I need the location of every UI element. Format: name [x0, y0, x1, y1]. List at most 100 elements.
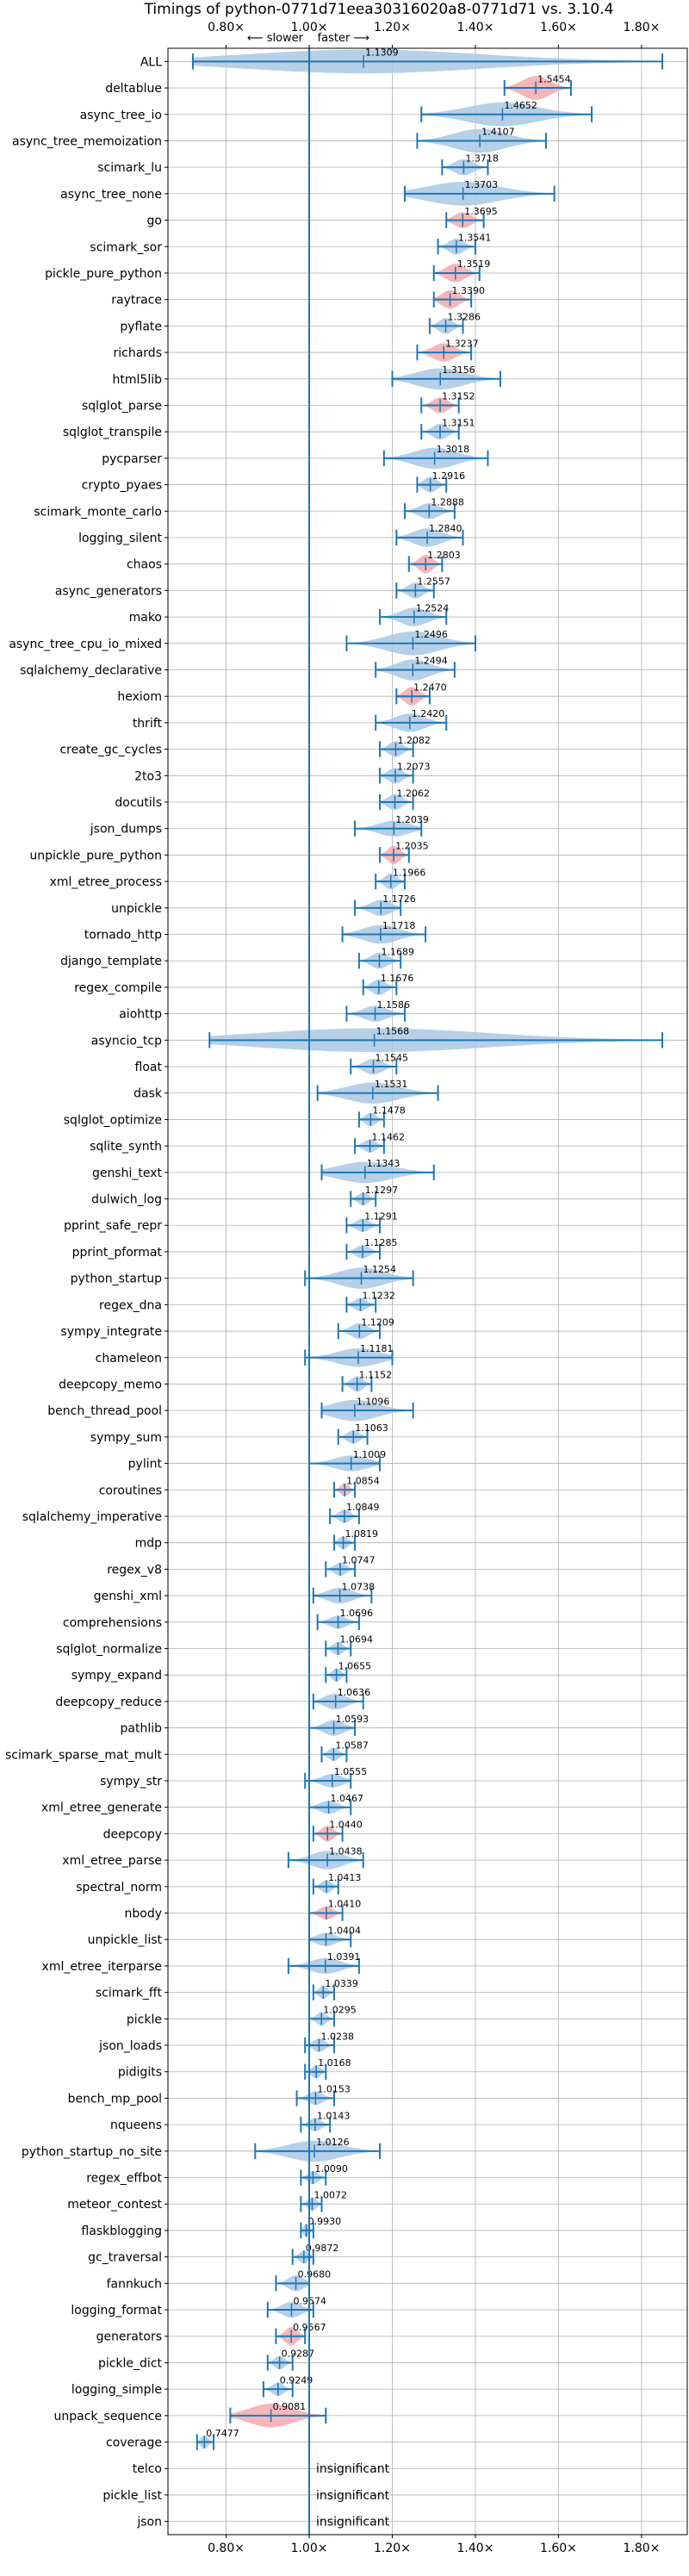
value-label: 1.0153: [317, 2084, 351, 2095]
value-label: 1.0738: [342, 1581, 376, 1592]
value-label: 0.9680: [298, 2269, 332, 2280]
benchmark-label: generators: [96, 2330, 162, 2344]
value-label: 1.0747: [342, 1555, 376, 1566]
value-label: 1.2840: [429, 523, 462, 534]
x-tick-label-top: 1.80×: [623, 21, 660, 34]
benchmark-label: sympy_integrate: [60, 1325, 162, 1339]
benchmark-label: coroutines: [99, 1484, 162, 1497]
value-label: 0.9872: [306, 2243, 339, 2254]
value-label: 1.2916: [432, 470, 466, 482]
benchmark-label: comprehensions: [63, 1616, 162, 1630]
benchmark-label: mako: [129, 611, 162, 625]
benchmark-label: json_dumps: [90, 823, 162, 837]
benchmark-label: go: [147, 215, 162, 228]
benchmark-label: genshi_text: [92, 1167, 163, 1180]
x-tick-label-bottom: 1.40×: [457, 2542, 494, 2555]
value-label: 1.3018: [437, 444, 470, 455]
value-label: 1.3695: [464, 206, 498, 217]
value-label: 1.2039: [395, 814, 429, 825]
benchmark-label: sqlglot_normalize: [56, 1642, 162, 1656]
violin-series: 1.1309 1.5454 1.4652 1.4107 1.3718 1.3703 1.36…: [191, 47, 664, 2529]
value-label: 1.2420: [412, 708, 445, 719]
value-label: 1.1545: [376, 1052, 409, 1063]
value-label: 1.2073: [397, 762, 431, 773]
value-label: 1.1232: [362, 1291, 395, 1302]
benchmark-label: regex_effbot: [86, 2172, 162, 2186]
benchmark-label: scimark_monte_carlo: [34, 505, 162, 519]
value-label: 1.2082: [397, 735, 431, 746]
value-label: 1.1254: [363, 1264, 397, 1275]
value-label: 1.3151: [442, 417, 475, 428]
benchmark-label: pickle_dict: [98, 2356, 163, 2370]
benchmark-label: pidigits: [118, 2066, 162, 2080]
benchmark-label: json: [136, 2516, 162, 2529]
value-label: 0.9287: [282, 2349, 315, 2360]
value-label: 1.0391: [327, 1951, 361, 1963]
benchmark-label: thrift: [133, 717, 163, 731]
benchmark-label: docutils: [115, 796, 162, 810]
benchmark-label: scimark_sor: [90, 240, 162, 254]
value-label: 1.1676: [381, 973, 414, 984]
benchmark-label: pathlib: [121, 1722, 163, 1736]
benchmark-label: django_template: [60, 955, 162, 968]
benchmark-label: telco: [133, 2462, 162, 2476]
benchmark-label: hexiom: [117, 690, 162, 704]
direction-label: ⟵ slower faster ⟶: [247, 32, 369, 45]
x-axis-top: 0.80× 1.00× 1.20× 1.40× 1.60× 1.80×: [208, 21, 660, 48]
benchmark-label: deltablue: [105, 82, 162, 96]
benchmark-label: genshi_xml: [94, 1590, 162, 1603]
value-label: 1.3156: [442, 364, 475, 376]
value-label: 1.3718: [465, 152, 499, 164]
benchmark-label: nqueens: [110, 2119, 162, 2132]
benchmark-label: unpickle_list: [88, 1933, 163, 1947]
value-label: 1.0854: [346, 1476, 380, 1487]
benchmark-label: async_tree_cpu_io_mixed: [9, 638, 162, 651]
value-label: 1.0467: [331, 1793, 364, 1804]
benchmark-label: asyncio_tcp: [91, 1034, 162, 1048]
benchmark-label: dulwich_log: [91, 1193, 162, 1207]
value-label: 1.2803: [427, 550, 461, 561]
value-label: 1.2035: [395, 841, 429, 852]
value-label: 1.2496: [414, 629, 448, 640]
benchmark-label: chameleon: [96, 1352, 162, 1366]
benchmark-label: scimark_sparse_mat_mult: [5, 1748, 162, 1762]
value-label: 1.1343: [367, 1158, 400, 1169]
x-tick-label-bottom: 1.80×: [623, 2542, 660, 2555]
benchmark-label: pickle_pure_python: [45, 267, 162, 281]
value-label: 0.9930: [308, 2216, 342, 2227]
benchmark-label: bench_thread_pool: [47, 1404, 162, 1418]
value-label: 1.0143: [317, 2110, 351, 2121]
plot-frame: [167, 47, 688, 2536]
value-label: 1.0819: [345, 1528, 379, 1540]
benchmark-label: sqlglot_optimize: [64, 1113, 162, 1127]
value-label: 1.1009: [353, 1449, 387, 1460]
benchmark-label: sympy_sum: [90, 1431, 162, 1445]
insignificant-label: insignificant: [316, 2489, 390, 2503]
benchmark-label: coverage: [106, 2436, 162, 2450]
benchmark-label: pickle_list: [102, 2489, 162, 2503]
benchmark-label: async_tree_memoization: [12, 134, 162, 148]
benchmark-label: sqlite_synth: [90, 1140, 162, 1154]
value-label: 1.3519: [457, 258, 491, 270]
benchmark-label: pprint_safe_repr: [64, 1219, 162, 1233]
value-label: 0.9249: [280, 2374, 313, 2386]
value-label: 1.1285: [364, 1237, 398, 1248]
value-label: 1.0410: [328, 1899, 362, 1910]
value-label: 1.1309: [365, 47, 399, 59]
x-tick-label-top: 1.20×: [374, 21, 411, 34]
benchmark-label: deepcopy: [103, 1827, 162, 1841]
grid-lines: [168, 48, 687, 2535]
value-label: 1.1568: [376, 1026, 410, 1037]
benchmark-label: sympy_expand: [71, 1669, 162, 1683]
value-label: 1.0295: [323, 2005, 357, 2016]
benchmark-label: spectral_norm: [76, 1881, 162, 1895]
value-label: 1.0072: [313, 2189, 347, 2200]
value-label: 1.3390: [452, 285, 486, 296]
benchmark-label: chaos: [127, 558, 162, 572]
benchmark-label: async_tree_io: [80, 109, 162, 122]
value-label: 1.4652: [504, 100, 537, 111]
value-label: 1.1718: [382, 920, 416, 931]
benchmark-label: pycparser: [102, 452, 162, 466]
benchmark-label: richards: [114, 346, 163, 360]
